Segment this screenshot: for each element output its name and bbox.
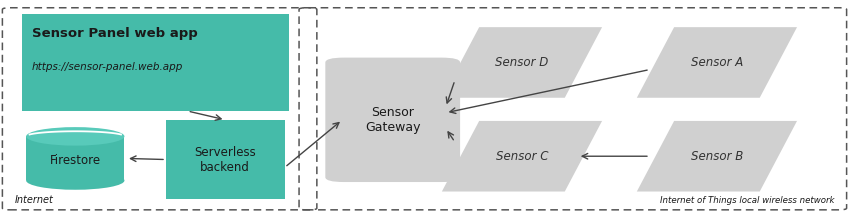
Text: Sensor D: Sensor D	[495, 56, 548, 69]
Text: Sensor A: Sensor A	[691, 56, 743, 69]
FancyBboxPatch shape	[22, 14, 289, 111]
Text: Sensor Panel web app: Sensor Panel web app	[32, 27, 198, 40]
Polygon shape	[441, 121, 602, 192]
Text: Sensor C: Sensor C	[496, 150, 548, 163]
FancyBboxPatch shape	[26, 136, 125, 180]
Text: Serverless
backend: Serverless backend	[194, 146, 256, 174]
Text: https://sensor-panel.web.app: https://sensor-panel.web.app	[32, 62, 183, 72]
Ellipse shape	[26, 127, 125, 146]
Polygon shape	[441, 27, 602, 98]
Text: Internet: Internet	[14, 195, 53, 205]
Polygon shape	[637, 121, 797, 192]
FancyBboxPatch shape	[166, 120, 284, 199]
Polygon shape	[637, 27, 797, 98]
Text: Firestore: Firestore	[50, 154, 101, 167]
Text: Sensor
Gateway: Sensor Gateway	[365, 106, 420, 134]
Text: Internet of Things local wireless network: Internet of Things local wireless networ…	[661, 196, 835, 205]
Ellipse shape	[26, 171, 125, 190]
Text: Sensor B: Sensor B	[691, 150, 743, 163]
FancyBboxPatch shape	[325, 58, 460, 182]
